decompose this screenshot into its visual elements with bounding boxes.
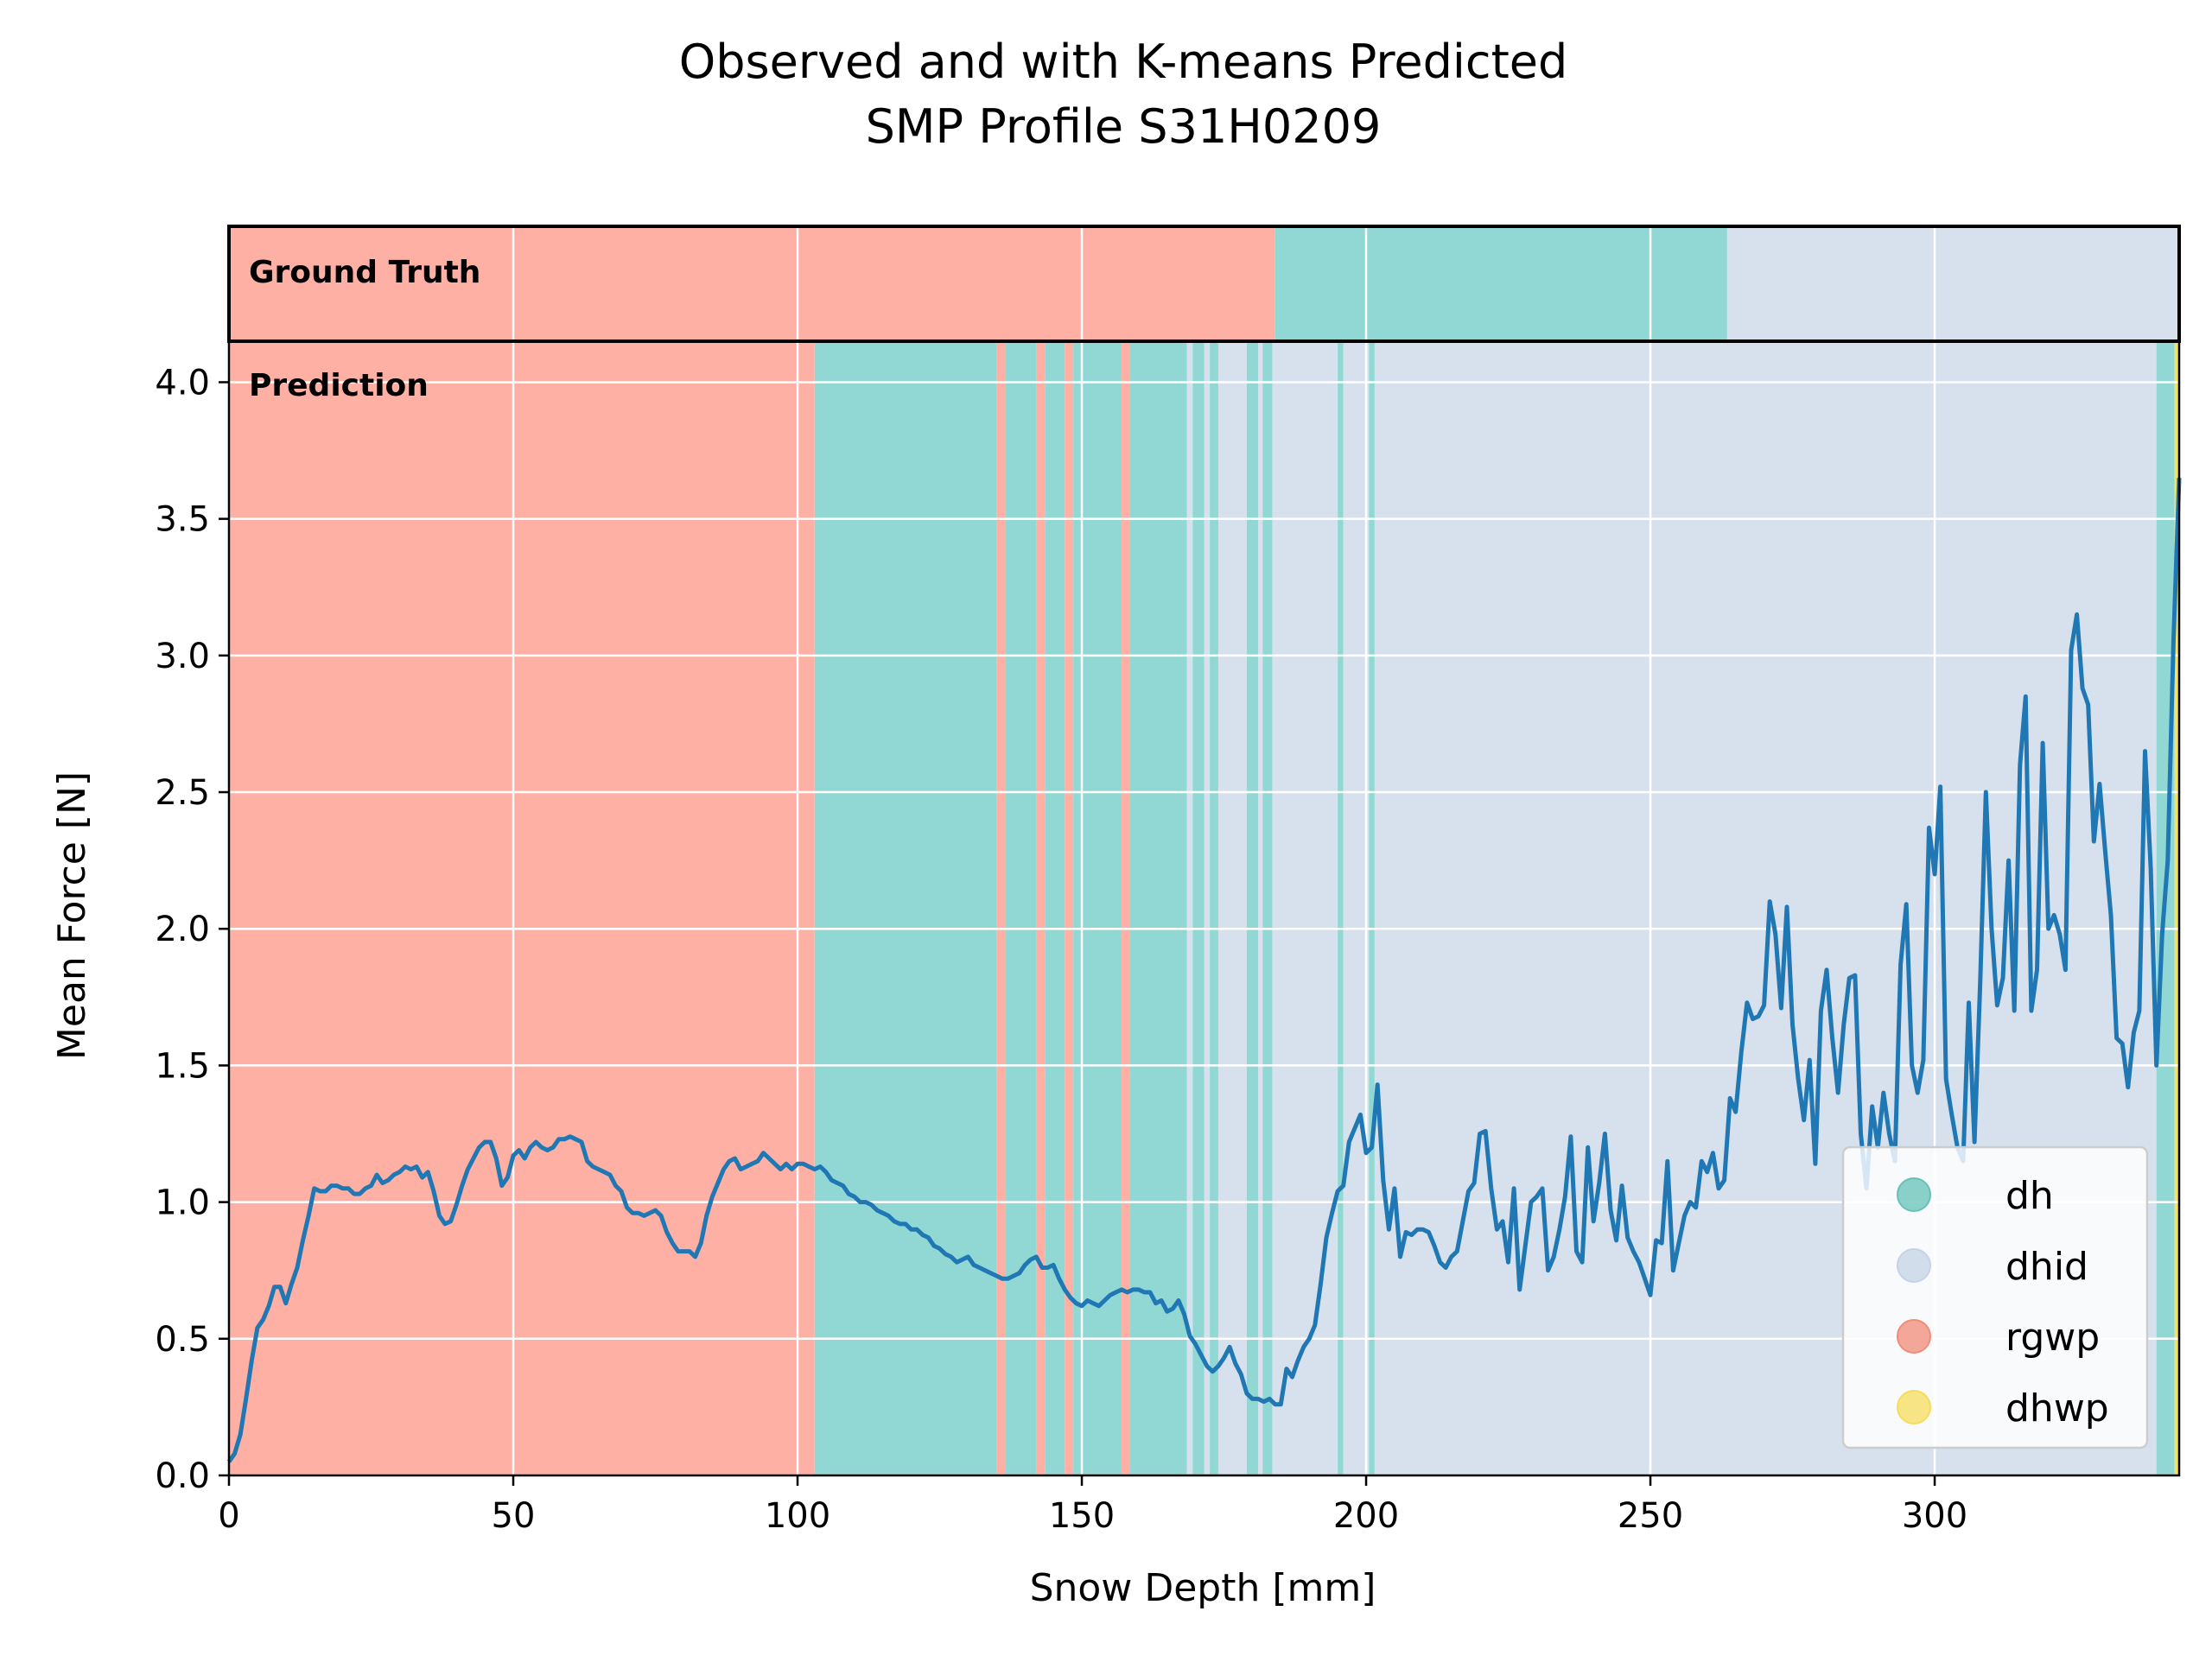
legend: dh dhid rgwp dhwp	[1841, 1145, 2149, 1449]
ground-truth-segment-dh	[1274, 226, 1727, 341]
prediction-segment-dhid	[1217, 341, 1247, 1475]
prediction-segment-dh	[1246, 341, 1259, 1475]
prediction-segment-dh	[1338, 341, 1344, 1475]
ground-truth-segment-rgwp	[229, 226, 1275, 341]
y-tick-label: 3.0	[155, 637, 210, 676]
ground-truth-segment-dhid	[1726, 226, 2179, 341]
prediction-segment-rgwp	[1122, 341, 1130, 1475]
prediction-segment-dhid	[1272, 341, 1338, 1475]
legend-entry-dhid: dhid	[2005, 1245, 2088, 1289]
x-tick-label: 100	[765, 1496, 830, 1536]
chart-title-line-2: SMP Profile S31H0209	[866, 99, 1382, 154]
y-tick-label: 0.0	[155, 1456, 210, 1496]
prediction-segment-dh	[1369, 341, 1375, 1475]
x-axis-ticks: 0 50 100 150 200 250 300	[218, 1475, 1967, 1536]
legend-entry-rgwp: rgwp	[2005, 1316, 2100, 1360]
prediction-segment-rgwp	[229, 341, 815, 1475]
x-tick-label: 50	[492, 1496, 536, 1536]
legend-marker-dh	[1897, 1177, 1931, 1212]
legend-entry-dhwp: dhwp	[2005, 1386, 2109, 1430]
x-tick-label: 250	[1618, 1496, 1683, 1536]
y-axis-label: Mean Force [N]	[50, 771, 94, 1060]
prediction-segment-dhid	[1343, 341, 1370, 1475]
y-tick-label: 1.0	[155, 1183, 210, 1223]
legend-entry-dh: dh	[2005, 1174, 2054, 1218]
prediction-segment-dhid	[1186, 341, 1193, 1475]
chart-title-line-1: Observed and with K-means Predicted	[679, 35, 1568, 89]
series-line-mean-force	[226, 478, 2182, 1463]
prediction-segment-dh	[1129, 341, 1187, 1475]
y-tick-label: 3.5	[155, 500, 210, 540]
prediction-segment-dh	[1192, 341, 1205, 1475]
x-tick-label: 150	[1049, 1496, 1115, 1536]
x-axis-label: Snow Depth [mm]	[1030, 1566, 1376, 1610]
series-layer	[226, 478, 2182, 1463]
prediction-segment-dh	[814, 341, 997, 1475]
ground-truth-band	[229, 226, 2179, 341]
prediction-segment-rgwp	[1065, 341, 1074, 1475]
y-tick-label: 0.5	[155, 1320, 210, 1360]
y-tick-label: 2.5	[155, 773, 210, 813]
legend-box	[1841, 1145, 2149, 1449]
x-tick-label: 200	[1333, 1496, 1399, 1536]
prediction-segment-dhwp	[2174, 341, 2179, 1475]
y-tick-label: 1.5	[155, 1046, 210, 1086]
x-tick-label: 300	[1902, 1496, 1967, 1536]
legend-marker-dhid	[1897, 1248, 1931, 1283]
prediction-segment-dhid	[1204, 341, 1211, 1475]
y-axis-ticks: 0.0 0.5 1.0 1.5 2.0 2.5 3.0 3.5 4.0	[155, 363, 229, 1496]
y-tick-label: 2.0	[155, 910, 210, 949]
prediction-segment-dh	[1210, 341, 1218, 1475]
ground-truth-label: Ground Truth	[249, 255, 480, 290]
legend-marker-rgwp	[1897, 1319, 1931, 1354]
legend-marker-dhwp	[1897, 1390, 1931, 1424]
prediction-label: Prediction	[249, 368, 429, 403]
prediction-segment-rgwp	[996, 341, 1006, 1475]
prediction-segment-rgwp	[1036, 341, 1046, 1475]
prediction-segment-dh	[1045, 341, 1065, 1475]
prediction-segment-dhid	[1258, 341, 1263, 1475]
x-tick-label: 0	[218, 1496, 239, 1536]
prediction-segment-dh	[1262, 341, 1273, 1475]
prediction-band	[229, 341, 2179, 1475]
y-tick-label: 4.0	[155, 363, 210, 403]
prediction-segment-dh	[1005, 341, 1037, 1475]
axes-frame	[227, 339, 2181, 1477]
